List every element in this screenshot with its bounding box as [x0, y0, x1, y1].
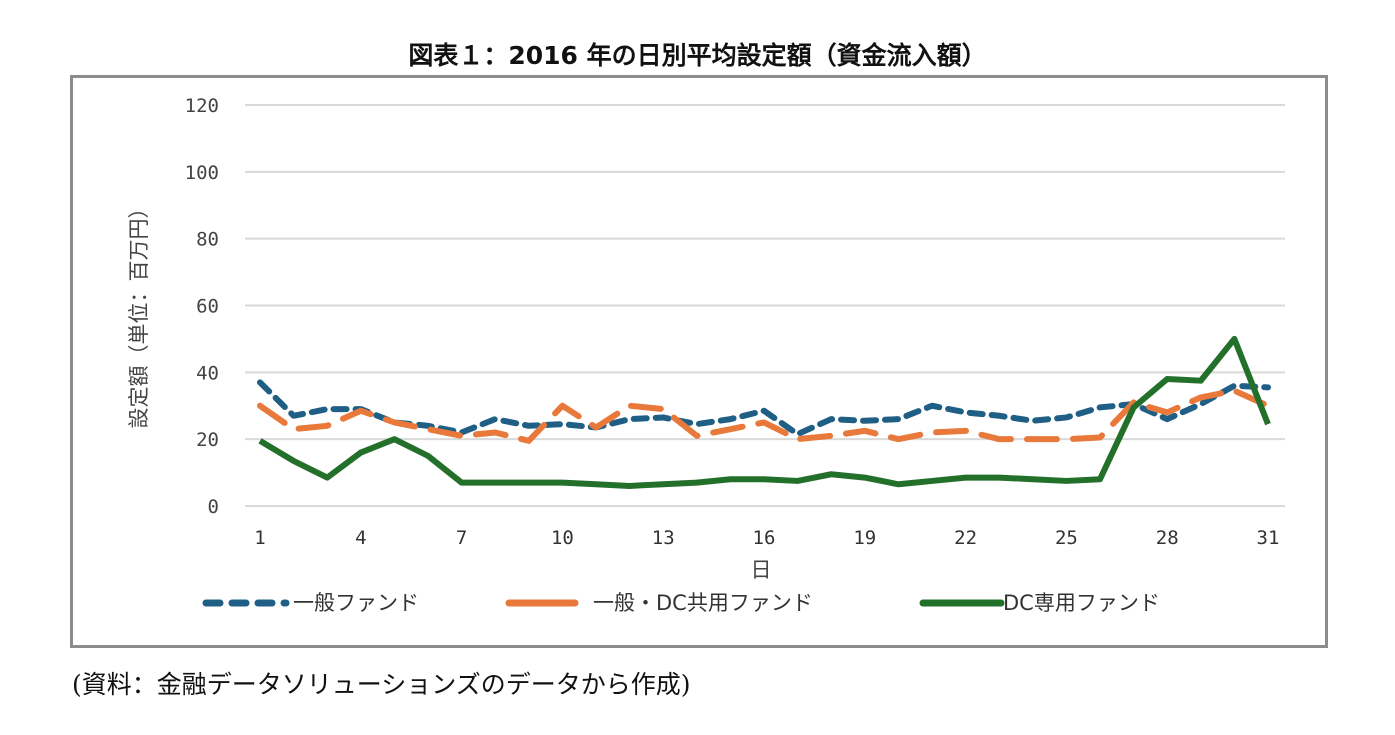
x-tick-label: 10: [551, 527, 574, 549]
series-line-2: [258, 335, 1271, 489]
x-tick-label: 19: [853, 527, 876, 549]
series-lines: [257, 335, 1271, 489]
x-tick-label: 31: [1257, 527, 1280, 549]
y-axis-title: 設定額（単位：百万円）: [127, 198, 151, 429]
series-line-1: [257, 387, 1271, 444]
x-axis-title: 日: [751, 558, 772, 582]
y-tick-label: 40: [196, 362, 219, 384]
x-tick-label: 4: [355, 527, 366, 549]
x-tick-label: 13: [652, 527, 675, 549]
x-tick-labels: 1 4 7 10 13 16 19 22 25 28 31: [254, 527, 1279, 549]
x-tick-label: 22: [954, 527, 977, 549]
source-caption: (資料：金融データソリューションズのデータから作成): [72, 670, 691, 699]
y-tick-label: 100: [185, 162, 219, 184]
legend-item: DC専用ファンド: [919, 591, 1160, 615]
legend-label: 一般ファンド: [293, 591, 419, 615]
series-line-0: [257, 379, 1271, 438]
y-tick-label: 20: [196, 429, 219, 451]
x-tick-label: 16: [753, 527, 776, 549]
legend-label: 一般・DC共用ファンド: [593, 591, 813, 615]
x-tick-label: 25: [1055, 527, 1078, 549]
legend-item: 一般・DC共用ファンド: [505, 591, 813, 615]
y-tick-label: 80: [196, 229, 219, 251]
y-tick-label: 0: [208, 496, 219, 518]
x-tick-label: 1: [254, 527, 265, 549]
chart-frame: [70, 75, 1328, 648]
chart-title: 図表１：2016 年の日別平均設定額（資金流入額）: [408, 41, 987, 70]
x-tick-label: 28: [1156, 527, 1179, 549]
y-tick-label: 60: [196, 296, 219, 318]
gridlines: [245, 104, 1285, 507]
y-tick-label: 120: [185, 95, 219, 117]
legend-label: DC専用ファンド: [1003, 591, 1160, 615]
legend-item: 一般ファンド: [202, 591, 419, 615]
x-tick-label: 7: [456, 527, 467, 549]
legend: 一般ファンド 一般・DC共用ファンド DC専用ファンド: [202, 591, 1160, 615]
y-tick-labels: 0 20 40 60 80 100 120: [185, 95, 219, 518]
